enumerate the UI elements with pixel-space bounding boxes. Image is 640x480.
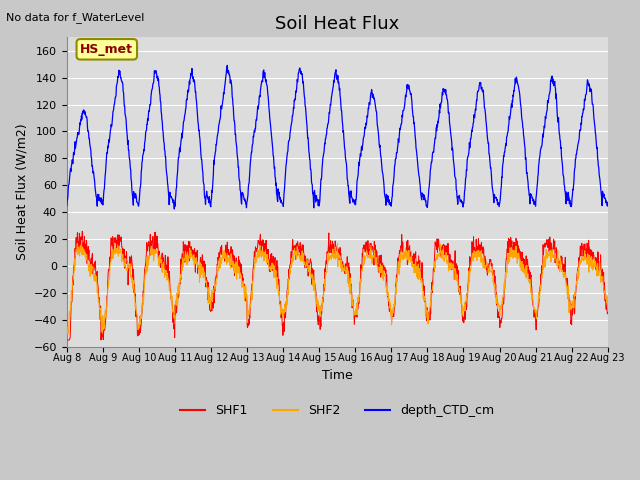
Title: Soil Heat Flux: Soil Heat Flux: [275, 15, 399, 33]
Legend: SHF1, SHF2, depth_CTD_cm: SHF1, SHF2, depth_CTD_cm: [175, 399, 499, 422]
X-axis label: Time: Time: [322, 369, 353, 382]
Text: HS_met: HS_met: [80, 43, 133, 56]
Y-axis label: Soil Heat Flux (W/m2): Soil Heat Flux (W/m2): [15, 124, 28, 260]
Text: No data for f_WaterLevel: No data for f_WaterLevel: [6, 12, 145, 23]
